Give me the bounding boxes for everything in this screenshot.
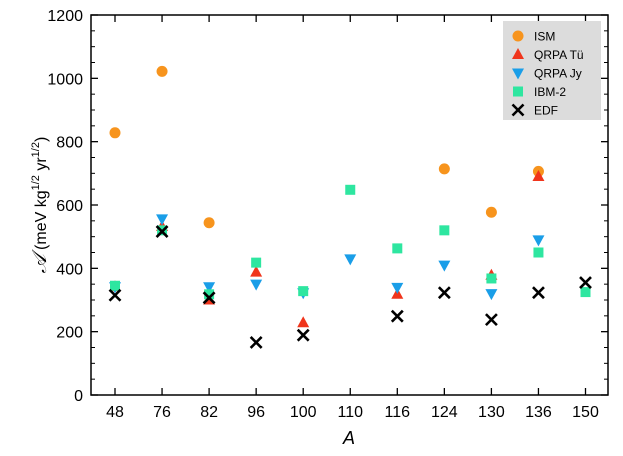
x-tick-label: 124 [431, 404, 458, 421]
data-point-edf [579, 276, 592, 290]
series-qrpa-jy [109, 214, 545, 301]
y-axis-title: 𝒜 (meV kg1/2 yr1/2) [27, 137, 51, 274]
y-tick-label: 1000 [47, 71, 83, 88]
y-axis-title-unit-exp2: 1/2 [30, 142, 42, 157]
legend-label: QRPA Tü [534, 48, 584, 62]
x-tick-label: 82 [200, 404, 218, 421]
y-tick-label: 800 [56, 135, 83, 152]
y-axis-title-unit-mid: yr [33, 157, 50, 175]
data-point-ism [156, 65, 168, 77]
x-tick-label: 110 [337, 404, 363, 421]
data-point-qrpa-jy [485, 289, 498, 301]
data-point-ibm-2 [580, 287, 591, 298]
data-point-ibm-2 [439, 225, 450, 236]
series-qrpa-t [109, 170, 545, 328]
data-point-ism [203, 217, 215, 229]
y-tick-label: 400 [56, 261, 83, 278]
y-tick-label: 0 [74, 388, 83, 405]
legend-label: ISM [534, 30, 555, 44]
data-point-ibm-2 [204, 289, 215, 300]
y-tick-label: 1200 [47, 8, 83, 25]
legend-label: QRPA Jy [534, 67, 582, 81]
data-point-qrpa-jy [203, 282, 216, 294]
legend-label: EDF [534, 104, 558, 118]
legend-marker [512, 68, 524, 80]
x-tick-label: 76 [153, 404, 171, 421]
x-tick-label: 100 [290, 404, 317, 421]
legend-marker [512, 48, 524, 59]
x-tick-label: 48 [106, 404, 124, 421]
y-axis-title-unit-prefix: (meV kg [33, 190, 50, 254]
data-point-ibm-2 [392, 243, 403, 254]
x-tick-label: 150 [572, 404, 599, 421]
data-point-qrpa-jy [438, 260, 451, 272]
y-axis-title-unit-exp1: 1/2 [30, 175, 42, 190]
data-point-qrpa-t [250, 265, 263, 277]
data-point-qrpa-t [532, 170, 545, 181]
y-tick-label: 200 [56, 325, 83, 342]
data-point-edf [155, 225, 169, 239]
legend: ISM QRPA Tü QRPA Jy IBM-2 EDF [503, 21, 601, 120]
legend-marker [512, 30, 524, 42]
data-point-qrpa-jy [391, 282, 404, 294]
data-point-edf [390, 309, 404, 323]
data-point-edf [296, 328, 310, 342]
x-axis-title: A [342, 428, 355, 448]
data-points [108, 65, 592, 349]
data-point-edf [249, 336, 263, 349]
data-point-edf [437, 286, 451, 300]
data-point-qrpa-jy [250, 279, 263, 291]
y-tick-label: 600 [56, 198, 83, 215]
series-ibm-2 [110, 184, 591, 300]
legend-items: ISM QRPA Tü QRPA Jy IBM-2 EDF [511, 30, 584, 118]
legend-label: IBM-2 [534, 85, 566, 99]
legend-marker [513, 86, 523, 97]
data-point-ibm-2 [345, 184, 356, 195]
data-point-edf [202, 291, 216, 305]
data-point-edf [484, 313, 498, 327]
data-point-ibm-2 [533, 247, 544, 258]
data-point-ism [109, 127, 121, 139]
data-point-qrpa-t [297, 316, 310, 328]
y-axis-title-unit-suffix: ) [33, 137, 50, 142]
x-tick-label: 96 [247, 404, 265, 421]
data-point-edf [532, 286, 545, 300]
series-ism [109, 65, 544, 229]
x-tick-label: 116 [385, 404, 411, 421]
data-point-ibm-2 [110, 280, 120, 291]
data-point-ibm-2 [486, 273, 497, 284]
data-point-edf [108, 288, 122, 302]
data-point-ibm-2 [251, 257, 262, 268]
legend-marker [511, 103, 525, 117]
axis-ticks: 0 200 400 600 800 1000 1200 48 76 82 96 100 110 116 12… [47, 8, 608, 421]
data-point-ibm-2 [298, 286, 309, 297]
data-point-qrpa-jy [156, 214, 169, 226]
x-tick-label: 130 [478, 404, 505, 421]
data-point-ism [438, 163, 450, 175]
data-point-ism [485, 206, 497, 218]
data-point-qrpa-jy [344, 254, 357, 266]
x-tick-label: 136 [525, 404, 552, 421]
data-point-qrpa-jy [532, 235, 545, 247]
series-edf [108, 225, 592, 349]
